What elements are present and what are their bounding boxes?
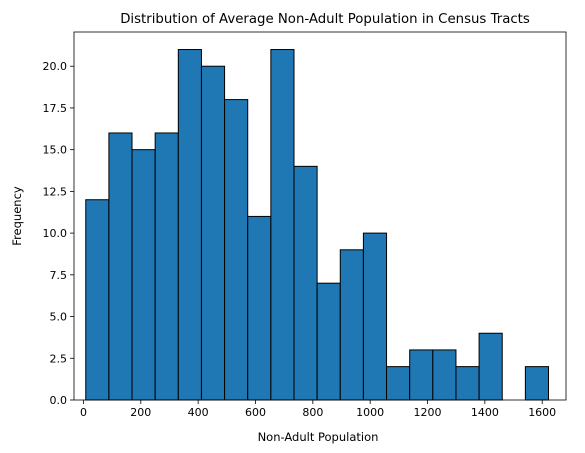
histogram-bar [478, 332, 503, 401]
y-axis-ticks: 0.0 2.5 5.0 7.5 10.0 12.5 15.0 17.5 20.0 [43, 60, 74, 407]
x-tick-label: 200 [130, 406, 151, 419]
x-tick-label: 1600 [528, 406, 556, 419]
histogram-bar [131, 149, 156, 401]
histogram-bar [108, 132, 133, 401]
x-tick-label: 1400 [471, 406, 499, 419]
x-axis-label: Non-Adult Population [258, 430, 379, 444]
histogram-bar [270, 49, 295, 401]
histogram-bar [362, 232, 388, 401]
y-tick-label: 12.5 [43, 185, 68, 198]
histogram-bar [524, 366, 550, 401]
x-tick-label: 1000 [356, 406, 384, 419]
histogram-bar [339, 249, 364, 401]
histogram-bar [177, 49, 202, 401]
y-tick-label: 0.0 [50, 394, 68, 407]
y-tick-label: 20.0 [43, 60, 68, 73]
histogram-bar [293, 165, 318, 401]
histogram-bar [316, 282, 341, 401]
histogram-bar [85, 199, 110, 401]
x-tick-label: 0 [80, 406, 87, 419]
histogram-bar [455, 366, 480, 401]
y-tick-label: 17.5 [43, 102, 68, 115]
x-axis-ticks: 0 200 400 600 800 1000 1200 1400 1600 [80, 400, 556, 419]
y-axis-label: Frequency [10, 186, 24, 246]
histogram-bar [154, 132, 179, 401]
chart-title: Distribution of Average Non-Adult Popula… [120, 12, 530, 27]
y-tick-label: 15.0 [43, 144, 68, 157]
y-tick-label: 10.0 [43, 227, 68, 240]
histogram-bar [432, 349, 457, 401]
histogram-bar [200, 65, 226, 401]
y-tick-label: 2.5 [50, 352, 68, 365]
x-tick-label: 1200 [414, 406, 442, 419]
histogram-bar [386, 366, 411, 401]
histogram-bar [409, 349, 434, 401]
y-tick-label: 5.0 [50, 311, 68, 324]
histogram-bar [247, 215, 272, 401]
x-tick-label: 600 [245, 406, 266, 419]
y-tick-label: 7.5 [50, 269, 68, 282]
histogram-bar [224, 99, 249, 401]
x-tick-label: 800 [302, 406, 323, 419]
bars [85, 49, 550, 401]
x-tick-label: 400 [188, 406, 209, 419]
